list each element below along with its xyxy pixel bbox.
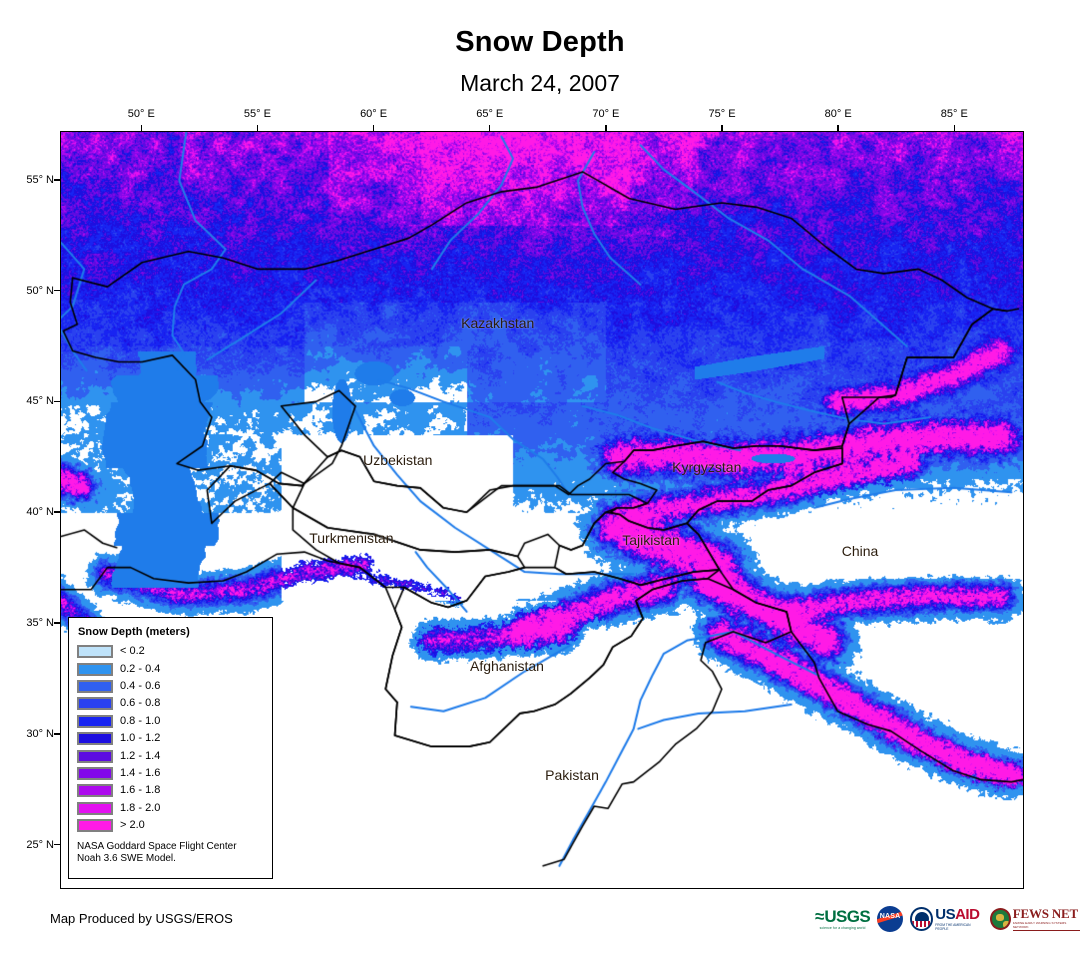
legend-row: 0.8 - 1.0 — [77, 713, 264, 730]
lon-tick-label: 75° E — [708, 108, 736, 120]
legend-label: 0.8 - 1.0 — [120, 714, 161, 727]
legend-row: < 0.2 — [77, 643, 264, 660]
lat-tick-label: 55° N — [26, 173, 54, 186]
lon-tick-mark — [721, 125, 723, 131]
legend-swatch — [77, 784, 113, 798]
legend-title: Snow Depth (meters) — [78, 626, 190, 638]
country-label-kazakhstan: Kazakhstan — [461, 314, 535, 331]
legend-swatch — [77, 662, 113, 676]
country-label-china: China — [841, 542, 879, 559]
legend-row: 0.4 - 0.6 — [77, 678, 264, 695]
legend-row: 1.6 - 1.8 — [77, 782, 264, 799]
legend-swatch — [77, 819, 113, 833]
usaid-logo: USAID FROM THE AMERICAN PEOPLE — [910, 904, 982, 934]
legend-row: 1.8 - 2.0 — [77, 800, 264, 817]
legend-label: 0.6 - 0.8 — [120, 697, 161, 710]
legend-swatch — [77, 766, 113, 780]
legend-swatch — [77, 732, 113, 746]
usgs-logo-text: USGS — [824, 907, 871, 926]
lon-tick-mark — [488, 125, 491, 131]
legend-row: 0.2 - 0.4 — [77, 660, 264, 677]
legend-label: 1.2 - 1.4 — [120, 749, 161, 762]
nasa-meatball-icon: NASA — [877, 906, 904, 932]
footer-credit: Map Produced by USGS/EROS — [50, 911, 233, 926]
lon-tick-label: 85° E — [940, 108, 968, 120]
lon-tick-mark — [372, 125, 375, 131]
nasa-logo: NASA — [877, 904, 904, 934]
legend-label: < 0.2 — [120, 645, 145, 658]
legend-label: 0.2 - 0.4 — [120, 662, 161, 675]
country-label-turkmenistan: Turkmenistan — [309, 529, 394, 546]
legend-swatch — [77, 679, 113, 693]
fewsnet-globe-icon — [989, 908, 1011, 930]
logo-bar: ≈ USGS science for a changing world NASA… — [815, 903, 1080, 935]
legend-row: 1.0 - 1.2 — [77, 730, 264, 747]
country-label-uzbekistan: Uzbekistan — [363, 452, 433, 469]
lat-tick-mark — [54, 179, 60, 181]
legend-swatch — [77, 801, 113, 815]
legend-swatch — [77, 749, 113, 763]
legend-credit: NASA Goddard Space Flight Center Noah 3.… — [77, 841, 264, 865]
lon-tick-label: 60° E — [360, 108, 388, 120]
country-label-kyrgyzstan: Kyrgyzstan — [672, 458, 742, 475]
legend-swatch — [77, 645, 113, 659]
lon-tick-mark — [837, 125, 839, 131]
legend-label: 1.0 - 1.2 — [120, 732, 161, 745]
lat-tick-label: 35° N — [26, 617, 54, 630]
legend-row: 1.2 - 1.4 — [77, 747, 264, 764]
usaid-logo-tagline: FROM THE AMERICAN PEOPLE — [935, 923, 971, 931]
lon-tick-label: 70° E — [592, 108, 620, 120]
country-label-tajikistan: Tajikistan — [622, 531, 680, 548]
fewsnet-logo: FEWS NET FAMINE EARLY WARNING SYSTEMS NE… — [989, 904, 1080, 934]
legend-row: 1.4 - 1.6 — [77, 765, 264, 782]
lon-tick-mark — [605, 125, 607, 131]
lon-tick-label: 65° E — [476, 108, 504, 120]
lat-tick-mark — [54, 289, 60, 292]
usaid-logo-text: USAID — [935, 906, 980, 923]
usgs-logo: ≈ USGS science for a changing world — [815, 904, 871, 934]
lat-tick-mark — [54, 400, 60, 403]
lon-tick-label: 55° E — [243, 108, 271, 120]
nasa-logo-text: NASA — [879, 913, 901, 920]
legend-credit-line-2: Noah 3.6 SWE Model. — [77, 853, 176, 865]
usgs-logo-tagline: science for a changing world — [819, 926, 866, 930]
lon-tick-label: 80° E — [824, 108, 852, 120]
lat-tick-label: 50° N — [26, 284, 54, 297]
lat-tick-label: 40° N — [26, 506, 54, 519]
lat-tick-mark — [54, 843, 60, 846]
legend-label: > 2.0 — [120, 819, 145, 832]
lon-tick-mark — [256, 125, 259, 131]
lat-tick-label: 45° N — [26, 395, 54, 408]
country-label-afghanistan: Afghanistan — [470, 658, 544, 675]
lat-tick-mark — [54, 622, 60, 624]
page-subtitle: March 24, 2007 — [460, 70, 620, 96]
legend-label: 1.6 - 1.8 — [120, 784, 161, 797]
lon-tick-label: 50° E — [127, 108, 155, 120]
fewsnet-logo-tagline: FAMINE EARLY WARNING SYSTEMS NETWORK — [1012, 921, 1067, 929]
lat-tick-label: 30° N — [26, 727, 54, 740]
legend-label: 1.8 - 2.0 — [120, 801, 161, 814]
legend-panel: Snow Depth (meters) < 0.2 0.2 - 0.4 0.4 - … — [68, 617, 273, 879]
legend-label: 1.4 - 1.6 — [120, 766, 161, 779]
legend-row: 0.6 - 0.8 — [77, 695, 264, 712]
lon-tick-mark — [140, 125, 143, 131]
usgs-wave-icon: ≈ — [815, 907, 825, 926]
fewsnet-logo-text: FEWS NET — [1012, 906, 1078, 921]
legend-row: > 2.0 — [77, 817, 264, 834]
lon-tick-mark — [953, 125, 956, 131]
legend-label: 0.4 - 0.6 — [120, 679, 161, 692]
legend-swatch — [77, 714, 113, 728]
usaid-seal-icon — [910, 907, 934, 931]
country-label-pakistan: Pakistan — [545, 766, 599, 783]
legend-swatch — [77, 697, 113, 711]
page-title: Snow Depth — [455, 26, 625, 58]
legend-credit-line-1: NASA Goddard Space Flight Center — [77, 841, 237, 853]
lat-tick-label: 25° N — [26, 838, 54, 851]
lat-tick-mark — [54, 511, 60, 513]
map-frame[interactable]: Kazakhstan Uzbekistan Turkmenistan Kyrgyzst… — [60, 131, 1024, 889]
legend-class-list: < 0.2 0.2 - 0.4 0.4 - 0.6 0.6 - 0.8 0.8 - 1.… — [77, 643, 264, 834]
lat-tick-mark — [54, 733, 60, 735]
